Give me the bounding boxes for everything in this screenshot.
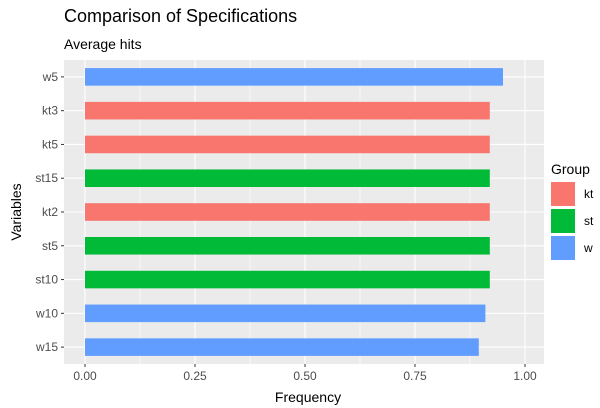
bar-kt3 [85,101,490,120]
legend: Group kt st w [551,161,594,260]
bar-st10 [85,270,490,289]
bar-kt2 [85,203,490,221]
x-tick-label: 1.00 [513,369,537,383]
bar-w15 [85,338,479,356]
y-tick-label: kt2 [42,205,58,219]
y-tick-label: kt5 [42,137,58,151]
axes: w5 kt3 kt5 st15 kt2 st5 st10 w10 w15 0.00 0.25 0.50… [35,70,537,383]
legend-label-st: st [584,214,594,228]
legend-label-w: w [583,241,593,255]
y-tick-label: kt3 [42,104,58,118]
bar-w5 [85,68,503,86]
legend-key-kt [551,182,575,206]
x-axis-title: Frequency [275,389,341,405]
y-tick-label: w10 [35,306,58,320]
y-tick-label: st15 [35,171,58,185]
x-tick-label: 0.50 [293,369,317,383]
bar-st5 [85,236,490,255]
x-tick-label: 0.00 [73,369,97,383]
bar-st15 [85,169,490,188]
bar-kt5 [85,135,490,154]
chart-title: Comparison of Specifications [64,6,297,26]
legend-title: Group [551,161,590,177]
y-tick-label: w5 [42,70,59,84]
y-axis-title: Variables [8,183,24,240]
x-tick-label: 0.25 [183,369,207,383]
y-tick-label: w15 [35,340,58,354]
legend-key-st [551,209,575,233]
legend-label-kt: kt [584,187,594,201]
x-tick-label: 0.75 [403,369,427,383]
chart-subtitle: Average hits [64,36,142,52]
y-tick-label: st10 [35,273,58,287]
legend-key-w [551,236,575,260]
bar-w10 [85,304,486,323]
y-tick-label: st5 [42,239,58,253]
bars [85,68,503,356]
